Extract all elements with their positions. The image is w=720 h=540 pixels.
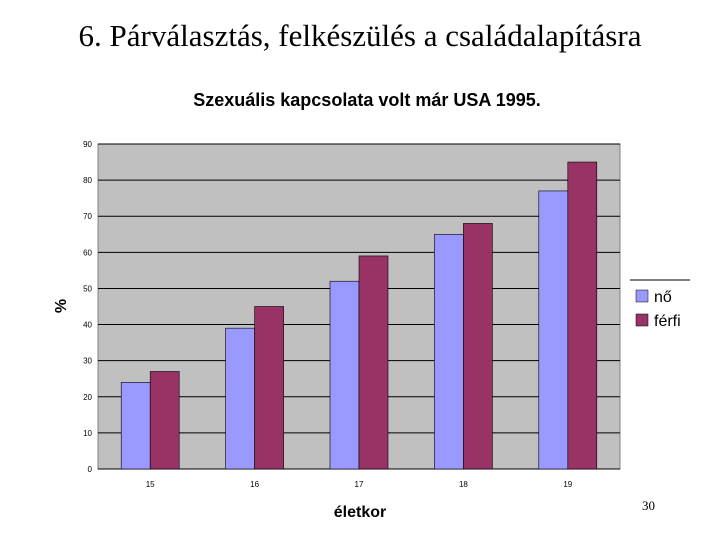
page-number: 30 — [642, 498, 655, 513]
bar-ferfi-18 — [463, 223, 493, 470]
bar-no-18 — [434, 233, 464, 470]
x-tick-label: 15 — [146, 480, 155, 489]
y-axis-label: % — [53, 299, 70, 313]
bar-no-15 — [120, 382, 151, 470]
bar-ferfi-19 — [567, 161, 598, 470]
bar-ferfi-16 — [254, 306, 284, 470]
y-tick-label: 70 — [83, 212, 92, 221]
bar-ferfi-15 — [149, 371, 180, 470]
y-axis-ticks: 0 10 20 30 40 50 60 70 80 90 — [83, 140, 92, 474]
bar-no-17 — [329, 280, 360, 470]
y-tick-label: 10 — [83, 429, 92, 438]
y-tick-label: 30 — [83, 357, 92, 366]
y-tick-label: 50 — [83, 284, 92, 293]
y-tick-label: 90 — [83, 140, 92, 149]
bar-ferfi-17 — [358, 255, 389, 470]
x-tick-label: 17 — [355, 480, 364, 489]
legend-label-no: nő — [654, 289, 672, 306]
legend-label-ferfi: férfi — [654, 313, 681, 330]
x-axis-ticks: 15 16 17 18 19 — [146, 480, 573, 489]
x-tick-label: 16 — [250, 480, 259, 489]
bar-no-19 — [538, 190, 569, 470]
slide-title: 6. Párválasztás, felkészülés a családala… — [78, 18, 642, 53]
legend-swatch-no — [635, 289, 649, 303]
chart-title: Szexuális kapcsolata volt már USA 1995. — [193, 90, 541, 110]
x-axis-label: életkor — [334, 504, 386, 521]
x-tick-label: 18 — [459, 480, 468, 489]
y-tick-label: 20 — [83, 393, 92, 402]
y-tick-label: 60 — [83, 248, 92, 257]
y-tick-label: 0 — [88, 465, 93, 474]
x-tick-label: 19 — [563, 480, 572, 489]
bar-no-16 — [225, 327, 255, 470]
legend: nő férfi — [630, 279, 690, 330]
y-tick-label: 80 — [83, 176, 92, 185]
y-tick-label: 40 — [83, 321, 92, 330]
bars — [120, 161, 598, 470]
legend-swatch-ferfi — [635, 313, 649, 327]
